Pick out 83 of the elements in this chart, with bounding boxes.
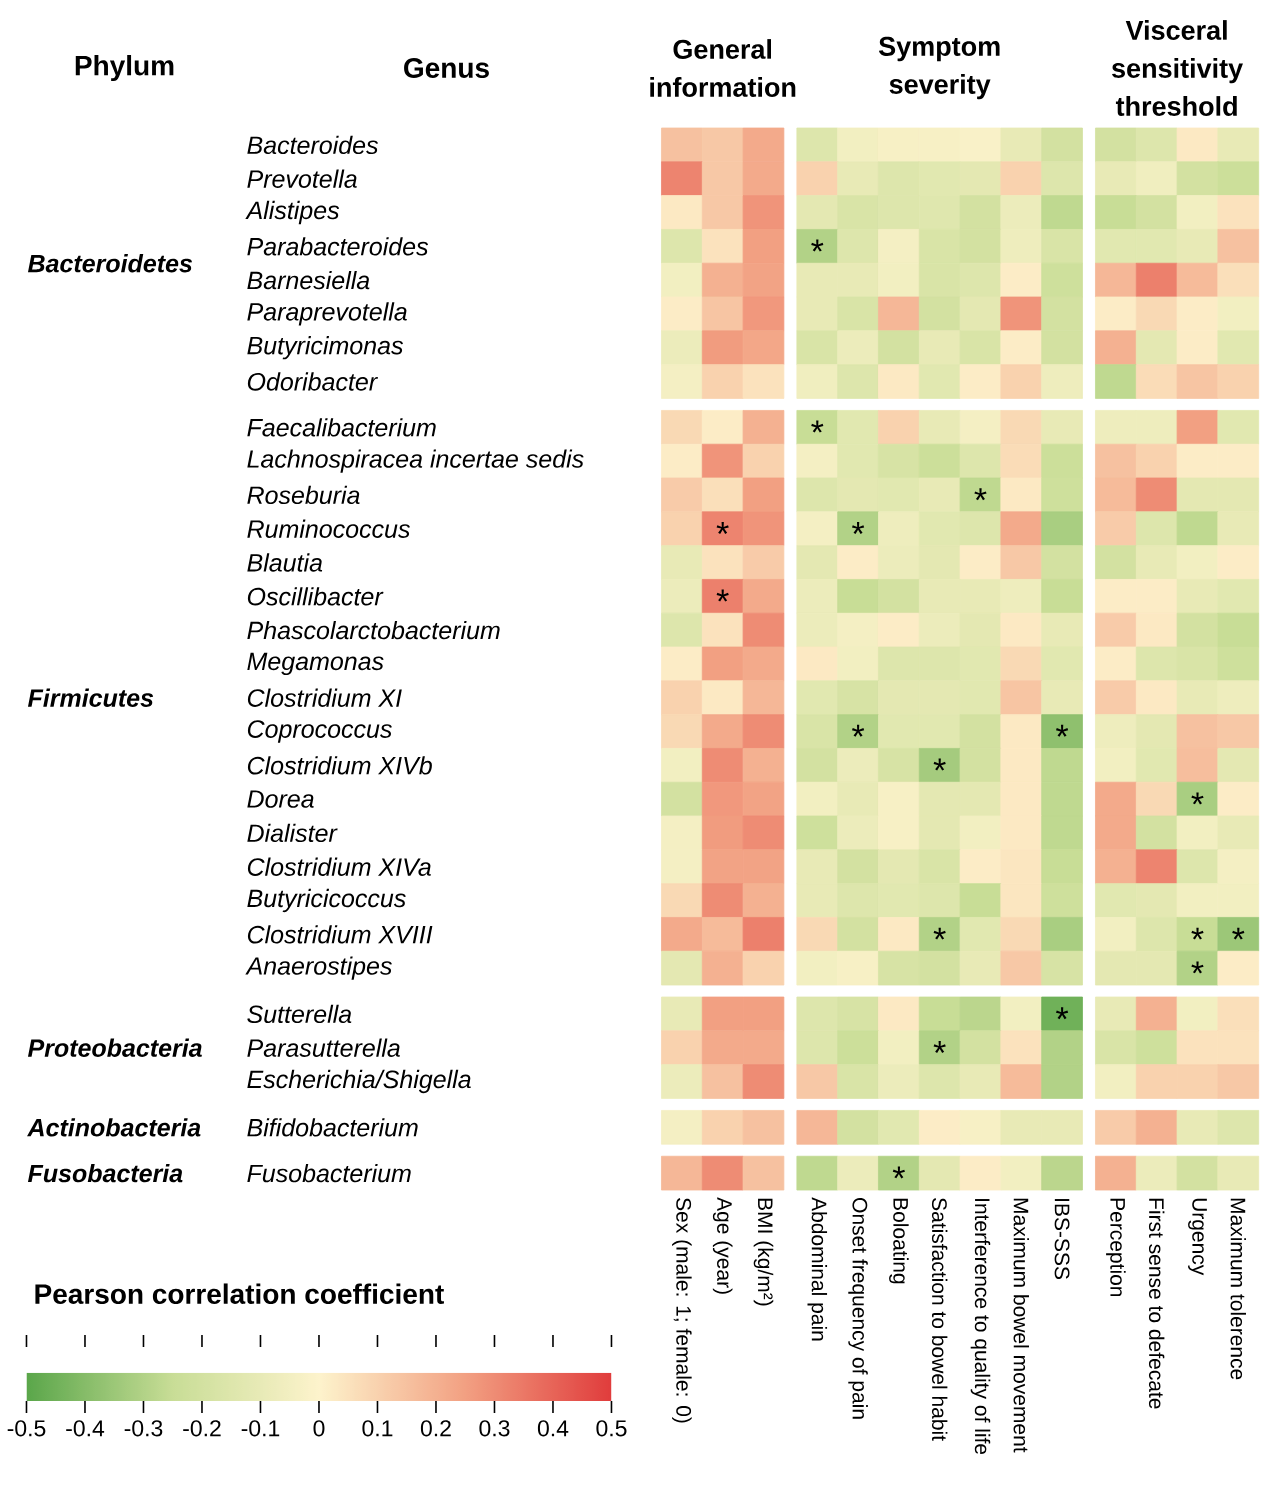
text: Proteobacteria xyxy=(28,1038,202,1057)
text: Fusobacteria xyxy=(28,1163,183,1183)
y-tick-label: Clostridium XI xyxy=(248,688,402,707)
color-bar-label: 0.4 xyxy=(538,1420,569,1437)
data-label: * xyxy=(716,522,729,534)
data-label: * xyxy=(1056,1007,1069,1020)
y-tick-label: Fusobacterium xyxy=(247,1163,411,1183)
x-tick-label: Abdominal pain xyxy=(807,1197,828,1341)
color-bar-label: -0.1 xyxy=(241,1420,280,1437)
x-tick-label: BMI (kg/m²) xyxy=(753,1198,774,1306)
text: General information xyxy=(650,39,796,97)
y-tick-label: Escherichia/Shigella xyxy=(247,1069,471,1094)
text: Firmicutes xyxy=(28,688,154,707)
y-tick-label: Bifidobacterium xyxy=(247,1118,418,1137)
y-tick-label: Parabacteroides xyxy=(247,237,429,256)
y-tick-label: Paraprevotella xyxy=(247,302,407,326)
y-tick-label: Anaerostipes xyxy=(245,956,393,980)
data-label: * xyxy=(852,724,865,737)
color-bar-title: Pearson correlation coefficient xyxy=(35,1283,445,1305)
data-label: * xyxy=(933,758,946,771)
text: Visceral sensitivity threshold xyxy=(1112,20,1244,116)
color-bar-label: -0.3 xyxy=(124,1420,163,1437)
text: Actinobacteria xyxy=(27,1118,201,1137)
data-label: * xyxy=(933,927,946,940)
y-tick-label: Clostridium XIVa xyxy=(248,857,432,876)
y-tick-label: Bacteroides xyxy=(247,135,379,155)
y-tick-label: Ruminococcus xyxy=(247,519,411,538)
y-tick-label: Sutterella xyxy=(247,1004,352,1024)
y-tick-label: Barnesiella xyxy=(247,270,370,290)
x-tick-label: First sense to defecate xyxy=(1149,1198,1165,1409)
text: Phylum xyxy=(75,54,174,82)
data-label: * xyxy=(892,1166,906,1179)
y-tick-label: Clostridium XIVb xyxy=(248,756,433,775)
y-tick-label: Alistipes xyxy=(245,200,340,225)
x-tick-label: Interference to quality of life xyxy=(970,1199,991,1455)
y-tick-label: Odoribacter xyxy=(248,372,379,391)
data-label: * xyxy=(852,522,865,534)
data-label: * xyxy=(974,488,987,501)
data-label: * xyxy=(811,239,824,252)
x-tick-label: Boloating xyxy=(889,1198,909,1284)
color-bar-label: 0 xyxy=(313,1420,325,1437)
y-tick-label: Dorea xyxy=(247,790,314,808)
color-bar-label: -0.2 xyxy=(183,1420,221,1437)
y-tick-label: Coprococcus xyxy=(248,720,393,743)
y-tick-label: Faecalibacterium xyxy=(247,418,436,437)
y-tick-label: Roseburia xyxy=(247,485,360,505)
data-label: * xyxy=(933,1041,946,1053)
color-bar-label: 0.1 xyxy=(362,1420,393,1437)
y-tick-label: Butyricicoccus xyxy=(247,888,406,913)
x-tick-label: Satisfaction to bowel habit xyxy=(932,1198,948,1441)
text: Symptom severity xyxy=(879,36,1000,100)
x-tick-label: Perception xyxy=(1106,1198,1126,1297)
color-bar-label: 0.5 xyxy=(596,1420,627,1437)
y-tick-label: Lachnospiracea incertae sedis xyxy=(247,449,584,473)
x-tick-label: Age (year) xyxy=(713,1197,733,1294)
color-bar-label: -0.4 xyxy=(66,1420,105,1437)
x-tick-label: Urgency xyxy=(1188,1198,1207,1276)
y-tick-label: Phascolarctobacterium xyxy=(247,620,500,640)
x-tick-label: IBS-SSS xyxy=(1054,1199,1070,1280)
text: Bacteroidetes xyxy=(28,254,193,273)
text: Genus xyxy=(404,58,490,78)
x-tick-label: Maximum tolerence xyxy=(1230,1198,1247,1380)
y-tick-label: Blautia xyxy=(247,553,323,572)
y-tick-label: Butyricimonas xyxy=(247,336,404,360)
data-label: * xyxy=(1232,927,1245,940)
y-tick-label: Oscillibacter xyxy=(248,587,384,606)
data-label: * xyxy=(1191,927,1204,940)
color-bar-label: 0.3 xyxy=(479,1420,510,1437)
x-tick-label: Sex (male: 1; female: 0) xyxy=(672,1198,692,1423)
y-tick-label: Dialister xyxy=(247,823,338,843)
y-tick-label: Prevotella xyxy=(247,169,357,188)
data-label: * xyxy=(1191,961,1204,974)
x-tick-label: Maximum bowel movement xyxy=(1013,1198,1030,1453)
data-label: * xyxy=(1191,792,1204,805)
data-label: * xyxy=(1056,724,1069,737)
y-tick-label: Parasutterella xyxy=(247,1038,401,1057)
y-tick-label: Megamonas xyxy=(247,652,384,676)
color-bar-label: 0.2 xyxy=(421,1420,451,1437)
data-label: * xyxy=(716,589,729,602)
y-tick-label: Clostridium XVIII xyxy=(248,925,433,944)
data-label: * xyxy=(811,420,824,433)
x-tick-label: Onset frequency of pain xyxy=(848,1198,868,1419)
color-bar-label: -0.5 xyxy=(7,1420,46,1437)
